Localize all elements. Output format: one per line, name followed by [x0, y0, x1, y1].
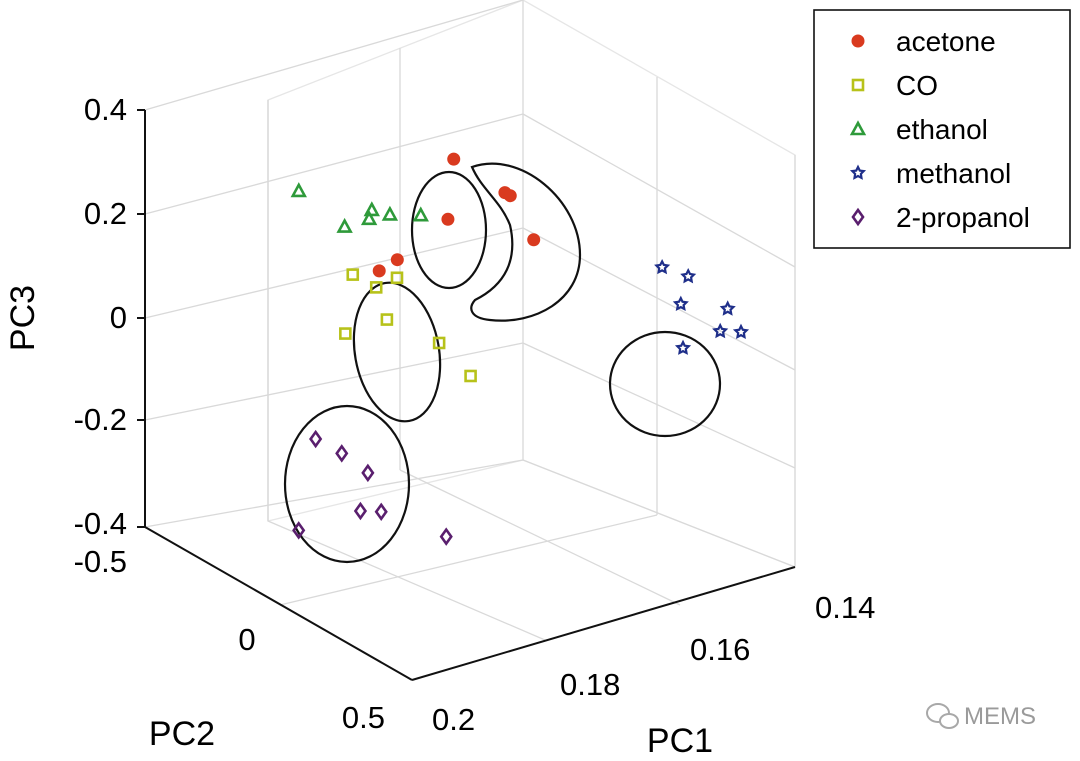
cluster-2-propanol-outline: [283, 404, 411, 564]
data-point-ethanol: [336, 217, 353, 233]
watermark-text: MEMS: [964, 703, 1036, 730]
legend-marker-ethanol: [849, 120, 867, 136]
data-point-co: [380, 313, 394, 326]
data-point-2-propanol: [309, 429, 323, 449]
y-tick-label: 0: [238, 622, 255, 657]
legend-label-2-propanol: 2-propanol: [896, 202, 1030, 233]
data-point-acetone: [503, 189, 517, 203]
x-tick-label: 0.2: [432, 702, 475, 737]
data-point-2-propanol: [335, 444, 349, 463]
data-point-2-propanol: [353, 501, 368, 521]
y-tick-label: -0.5: [74, 544, 127, 579]
data-point-methanol: [672, 295, 689, 312]
data-point-co: [464, 369, 477, 383]
cluster-co-outline: [352, 281, 442, 423]
data-point-2-propanol: [361, 463, 375, 483]
data-point-acetone: [447, 152, 461, 166]
data-point-methanol: [680, 267, 697, 284]
data-point-methanol: [712, 322, 729, 339]
z-tick-label: 0: [110, 300, 127, 335]
z-tick-label: -0.4: [74, 506, 127, 541]
legend-marker-methanol: [849, 164, 867, 180]
data-point-methanol: [719, 300, 736, 316]
data-point-co: [346, 268, 360, 281]
x-tick-label: 0.14: [815, 590, 875, 625]
cluster-methanol-outline: [608, 330, 722, 438]
z-axis-label: PC3: [4, 285, 42, 351]
data-point-ethanol: [381, 205, 399, 221]
legend-marker-2-propanol: [851, 207, 865, 227]
data-point-ethanol: [360, 210, 378, 226]
legend: acetone CO ethanol methanol 2-propanol: [813, 9, 1071, 249]
z-tick-label: -0.2: [74, 402, 127, 437]
data-point-ethanol: [412, 206, 429, 222]
data-point-2-propanol: [374, 502, 388, 522]
legend-label-acetone: acetone: [896, 26, 996, 57]
data-point-methanol: [654, 258, 671, 275]
cluster-outlines: [283, 162, 722, 564]
z-tick-label: 0.2: [84, 196, 127, 231]
data-point-2-propanol: [439, 527, 453, 546]
legend-marker-acetone: [851, 34, 865, 48]
wechat-icon: [926, 703, 959, 729]
data-point-co: [432, 336, 446, 350]
data-point-ethanol: [290, 182, 307, 198]
legend-label-methanol: methanol: [896, 158, 1011, 189]
z-tick-label: 0.4: [84, 92, 127, 127]
axis-frame: [137, 109, 796, 681]
data-point-ethanol: [363, 201, 380, 217]
y-axis-label: PC2: [149, 715, 215, 753]
data-point-2-propanol: [292, 521, 306, 540]
data-point-co: [369, 281, 383, 294]
data-point-methanol: [732, 323, 750, 340]
x-tick-labels: 0.14 0.16 0.18 0.2: [432, 590, 875, 737]
y-tick-label: 0.5: [342, 700, 385, 735]
legend-label-co: CO: [896, 70, 938, 101]
cluster-ethanol-outline: [410, 170, 488, 290]
data-point-methanol: [674, 339, 692, 355]
z-tick-labels: 0.4 0.2 0 -0.2 -0.4: [74, 92, 127, 541]
x-axis-label: PC1: [647, 722, 713, 760]
data-point-acetone: [527, 233, 541, 247]
cluster-acetone-outline: [470, 162, 582, 322]
legend-marker-co: [851, 78, 865, 92]
y-tick-labels: -0.5 0 0.5: [74, 544, 385, 735]
scatter-points: [290, 152, 750, 546]
data-point-acetone: [390, 253, 404, 267]
legend-label-ethanol: ethanol: [896, 114, 988, 145]
data-point-co: [339, 327, 352, 340]
data-point-acetone: [372, 264, 386, 278]
x-tick-label: 0.16: [690, 632, 750, 667]
data-point-co: [390, 271, 404, 285]
back-wall-grid: [144, 0, 796, 681]
watermark: MEMS: [926, 703, 1036, 730]
data-point-acetone: [441, 212, 455, 226]
x-tick-label: 0.18: [560, 667, 620, 702]
